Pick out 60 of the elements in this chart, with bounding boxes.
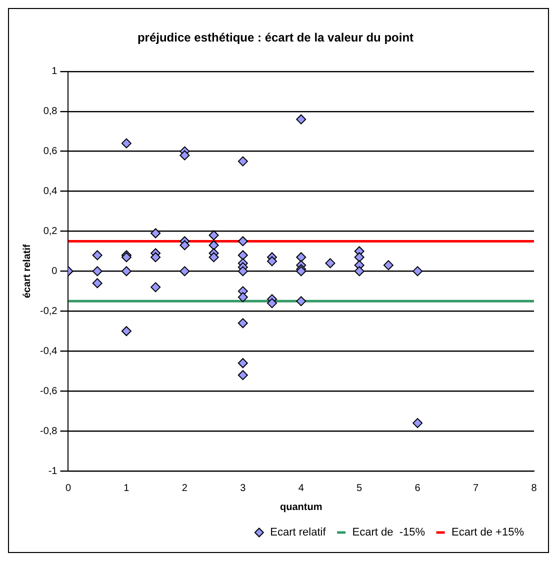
x-tick-label: 5: [356, 482, 363, 494]
legend-label: Ecart de -15%: [352, 526, 426, 539]
point: [180, 150, 190, 160]
chart-title: préjudice esthétique : écart de la valeur du point: [137, 30, 414, 45]
y-tick-label: 0,8: [43, 106, 58, 118]
point: [208, 230, 219, 240]
point: [150, 252, 161, 262]
point: [180, 266, 190, 276]
y-tick-label: -1: [48, 466, 58, 477]
x-tick-label: 6: [414, 482, 421, 494]
x-tick-label: 7: [473, 482, 479, 494]
point: [412, 418, 423, 428]
y-tick-label: 0: [52, 266, 58, 277]
point: [267, 256, 278, 266]
y-tick-label: -0,8: [40, 426, 58, 437]
point: [296, 296, 306, 306]
point: [238, 370, 248, 380]
point: [325, 258, 336, 268]
point: [383, 260, 394, 270]
y-tick-label: 0,4: [43, 186, 58, 198]
point: [238, 358, 248, 368]
point: [238, 156, 248, 166]
point: [267, 298, 278, 308]
y-axis-title: écart relatif: [22, 244, 33, 298]
x-tick-label: 8: [531, 482, 538, 494]
point: [92, 278, 102, 288]
y-tick-label: 1: [52, 66, 58, 78]
point: [238, 250, 248, 260]
point: [121, 266, 132, 276]
x-tick-label: 3: [240, 482, 246, 494]
x-tick-label: 2: [182, 482, 188, 494]
point: [208, 240, 219, 250]
point: [296, 114, 306, 124]
y-tick-label: -0,4: [40, 346, 58, 357]
point: [92, 266, 102, 276]
y-tick-label: 0,2: [43, 226, 58, 237]
point: [121, 138, 132, 148]
point: [150, 228, 161, 238]
point: [150, 282, 161, 292]
point: [296, 252, 306, 262]
point: [354, 252, 364, 262]
x-axis-title: quantum: [280, 502, 322, 513]
point: [354, 266, 364, 276]
legend-label: Ecart relatif: [270, 526, 327, 539]
y-tick-label: -0,2: [40, 306, 58, 317]
x-tick-label: 0: [65, 482, 72, 494]
point: [412, 266, 423, 276]
legend-label: Ecart de +15%: [452, 526, 524, 539]
y-tick-label: 0,6: [43, 146, 58, 158]
y-tick-label: -0,6: [40, 386, 58, 397]
point: [238, 292, 248, 302]
point: [121, 326, 132, 336]
point: [238, 236, 248, 246]
point: [92, 250, 102, 260]
point: [238, 318, 248, 328]
point: [208, 252, 219, 262]
point: [180, 240, 190, 250]
point: [238, 266, 248, 276]
x-tick-label: 1: [124, 482, 130, 494]
x-tick-label: 4: [298, 482, 304, 494]
